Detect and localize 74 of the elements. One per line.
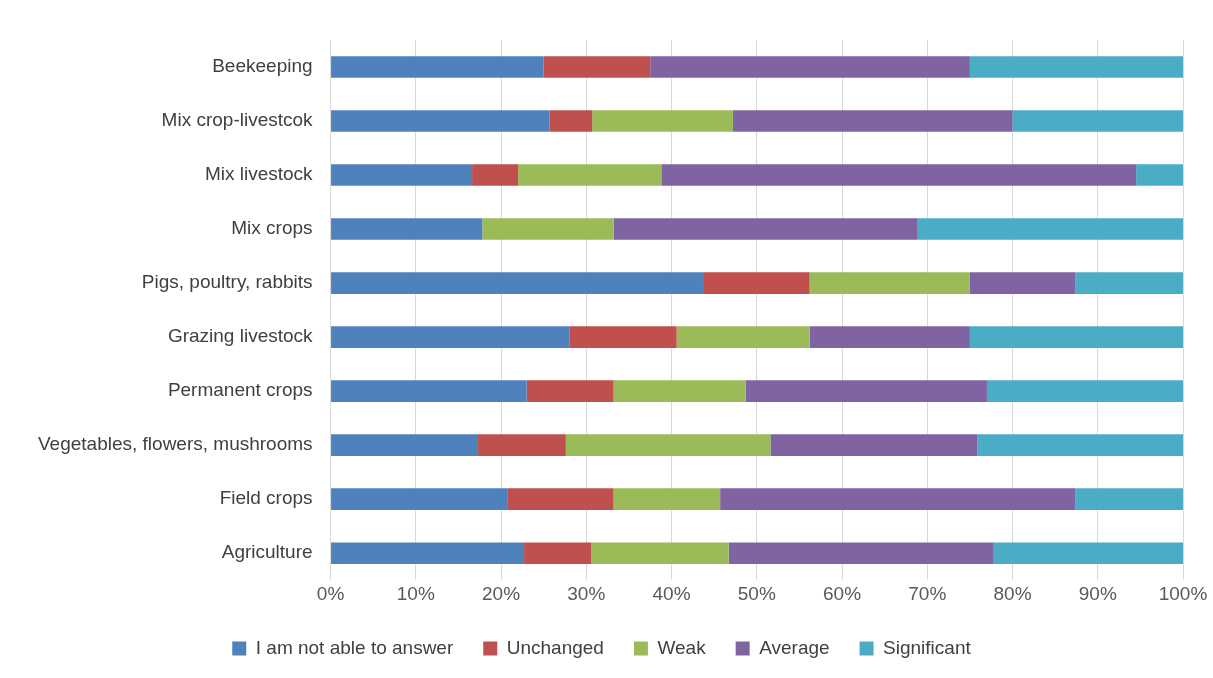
bar bbox=[1012, 110, 1183, 132]
bar bbox=[478, 434, 566, 456]
bar bbox=[703, 272, 810, 294]
bar bbox=[592, 110, 733, 132]
bar bbox=[543, 56, 651, 78]
bar bbox=[331, 434, 479, 456]
bar bbox=[591, 542, 729, 564]
x-tick-label: 40% bbox=[652, 582, 691, 604]
bar bbox=[728, 542, 994, 564]
bar bbox=[1136, 164, 1183, 186]
bar bbox=[977, 434, 1183, 456]
bar bbox=[565, 434, 771, 456]
bar bbox=[482, 218, 614, 240]
bar bbox=[613, 380, 746, 402]
bar bbox=[331, 326, 570, 348]
legend-label: Weak bbox=[657, 636, 707, 658]
bar bbox=[526, 380, 614, 402]
bar bbox=[613, 488, 721, 510]
bar bbox=[770, 434, 978, 456]
bar bbox=[507, 488, 614, 510]
y-tick-label: Mix crop-livestcok bbox=[161, 109, 314, 131]
x-tick-label: 30% bbox=[567, 582, 606, 604]
y-tick-label: Mix crops bbox=[231, 217, 313, 239]
x-tick-label: 60% bbox=[823, 582, 862, 604]
bar bbox=[331, 110, 550, 132]
bar bbox=[331, 488, 508, 510]
bar bbox=[1075, 488, 1183, 510]
bar bbox=[331, 218, 483, 240]
bar bbox=[1075, 272, 1183, 294]
bar bbox=[331, 164, 473, 186]
bar bbox=[969, 326, 1183, 348]
bar bbox=[524, 542, 592, 564]
bar bbox=[331, 56, 544, 78]
bar bbox=[745, 380, 987, 402]
bar bbox=[993, 542, 1183, 564]
bar bbox=[986, 380, 1183, 402]
y-tick-label: Beekeeping bbox=[212, 55, 313, 77]
bar bbox=[732, 110, 1013, 132]
bar bbox=[613, 218, 918, 240]
bar bbox=[676, 326, 810, 348]
bar bbox=[809, 272, 970, 294]
x-tick-label: 10% bbox=[396, 582, 435, 604]
y-tick-label: Mix livestock bbox=[204, 163, 314, 185]
y-tick-label: Pigs, poultry, rabbits bbox=[141, 271, 313, 293]
x-tick-label: 90% bbox=[1078, 582, 1117, 604]
legend-label: Significant bbox=[883, 636, 972, 658]
legend-label: Average bbox=[759, 636, 830, 658]
bar bbox=[650, 56, 970, 78]
y-tick-label: Permanent crops bbox=[167, 379, 313, 401]
x-tick-label: 80% bbox=[993, 582, 1032, 604]
bar bbox=[331, 272, 704, 294]
x-tick-label: 70% bbox=[908, 582, 947, 604]
y-tick-label: Agriculture bbox=[221, 541, 313, 563]
bar bbox=[518, 164, 662, 186]
x-tick-label: 50% bbox=[737, 582, 776, 604]
bar bbox=[331, 542, 525, 564]
bar bbox=[472, 164, 519, 186]
x-tick-label: 0% bbox=[316, 582, 345, 604]
y-tick-label: Field crops bbox=[219, 487, 313, 509]
bar bbox=[549, 110, 593, 132]
bar bbox=[331, 380, 527, 402]
bar bbox=[917, 218, 1183, 240]
bar bbox=[969, 272, 1076, 294]
x-tick-label: 20% bbox=[482, 582, 521, 604]
x-tick-label: 100% bbox=[1158, 582, 1208, 604]
bar bbox=[661, 164, 1137, 186]
bar bbox=[569, 326, 677, 348]
legend-label: I am not able to answer bbox=[255, 636, 454, 658]
y-tick-label: Grazing livestock bbox=[167, 325, 314, 347]
bar bbox=[969, 56, 1183, 78]
y-tick-label: Vegetables, flowers, mushrooms bbox=[37, 433, 313, 455]
bar bbox=[809, 326, 970, 348]
bar bbox=[720, 488, 1076, 510]
legend-label: Unchanged bbox=[506, 636, 604, 658]
